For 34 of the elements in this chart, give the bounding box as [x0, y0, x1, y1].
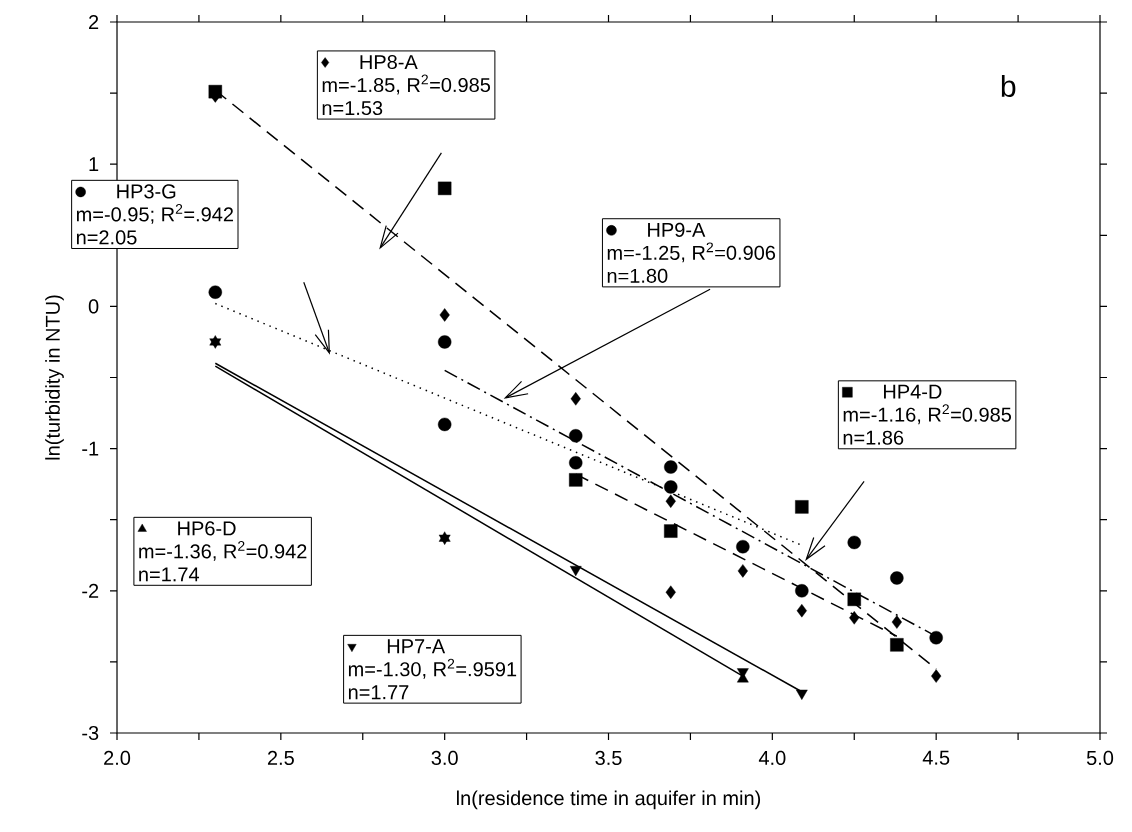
y-tick-label: 0 [88, 299, 99, 314]
x-tick-label: 5.0 [1086, 750, 1114, 766]
y-tick-label: -3 [82, 725, 99, 741]
x-tick-label: 3.5 [595, 750, 622, 766]
annotation: n=1.80 [607, 268, 668, 283]
annotation: m=-1.25, R$^{2}$=0.906 [607, 242, 776, 263]
annotation: m=-1.85, R$^{2}$=0.985 [322, 74, 491, 95]
legend-label: HP9-A [648, 222, 706, 237]
annotation: m=-0.95; R$^{2}$=.942 [76, 203, 233, 224]
annotation: n=1.74 [139, 567, 200, 582]
x-tick-label: 2.0 [104, 750, 131, 766]
x-tick-label: 4.0 [758, 750, 786, 766]
x-axis-title: ln(residence time in aquifer in min) [457, 790, 761, 810]
y-axis-title: ln(turbidity in NTU) [45, 295, 64, 460]
x-tick-label: 3.0 [431, 750, 458, 766]
y-tick-label: 1 [89, 157, 99, 172]
legend-label: HP8-A [360, 54, 418, 70]
annotation: n=1.77 [348, 685, 409, 700]
y-tick-label: -2 [82, 583, 99, 598]
annotation: m=-1.16, R$^{2}$=0.985 [843, 404, 1012, 425]
annotation: m=-1.30, R$^{2}$=.9591 [348, 658, 517, 679]
annotation: n=2.05 [76, 230, 137, 245]
x-tick-label: 2.5 [267, 750, 294, 766]
annotation: b [1001, 74, 1016, 97]
legend-label: HP3-G [117, 184, 176, 199]
y-tick-label: 2 [89, 15, 99, 29]
annotation: n=1.53 [322, 100, 383, 116]
y-tick-label: -1 [82, 441, 99, 456]
legend-label: HP4-D [884, 384, 942, 399]
annotation: n=1.86 [843, 430, 904, 445]
annotation: m=-1.36, R$^{2}$=0.942 [139, 541, 307, 561]
legend-label: HP6-D [178, 521, 236, 536]
x-tick-label: 4.5 [922, 750, 950, 765]
legend-label: HP7-A [387, 639, 446, 654]
